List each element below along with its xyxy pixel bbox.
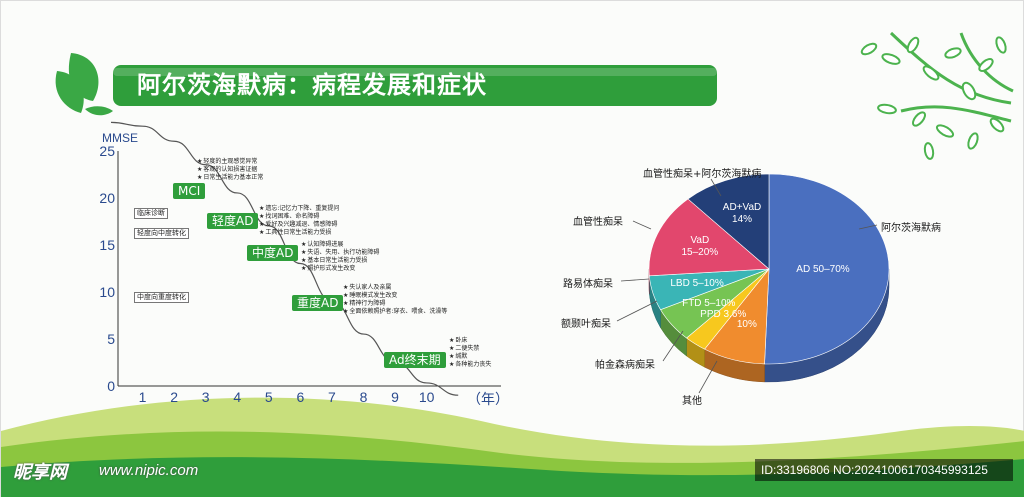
note-item: 精神行为障碍 [343, 300, 447, 308]
pie-label-other: 其他 [682, 396, 702, 407]
side-label-clinical-diagnosis: 临床诊断 [134, 208, 168, 219]
pie-slice-value-label: LBD 5–10% [670, 277, 724, 289]
x-tick-label: 3 [201, 389, 210, 405]
y-tick-label: 25 [99, 142, 115, 159]
pie-label-ad-vad: 血管性痴呆+阿尔茨海默病 [643, 169, 762, 180]
note-item: 客观的认知损害证据 [197, 166, 263, 174]
x-tick-label: 2 [170, 389, 179, 405]
note-item: 卧床 [449, 337, 491, 345]
note-item: 轻度的主观感觉异常 [197, 158, 263, 166]
y-tick-label: 5 [107, 330, 115, 347]
x-tick-label: 6 [296, 389, 305, 405]
pie-label-ad: 阿尔茨海默病 [881, 223, 941, 234]
side-label-moderate-to-severe: 中度向重度转化 [134, 292, 189, 303]
note-item: 日常生活能力基本正常 [197, 174, 263, 182]
pie-label-ftd: 额颞叶痴呆 [561, 319, 611, 330]
watermark-id: ID:33196806 NO:20241006170345993125 [755, 459, 1013, 481]
note-item: 工具性日常生活能力受损 [259, 229, 339, 237]
pie-slice-value-label: 10% [736, 319, 757, 331]
y-tick-label: 20 [99, 189, 115, 206]
stage-notes-mild-ad: 遗忘:记忆力下降、重复提问 找词困难、命名障碍 爱好及兴趣减退、情感障碍 工具性… [259, 205, 339, 237]
note-item: 爱好及兴趣减退、情感障碍 [259, 221, 339, 229]
stage-label-mci: MCI [173, 183, 206, 199]
note-item: 二便失禁 [449, 345, 491, 353]
note-item: 遗忘:记忆力下降、重复提问 [259, 205, 339, 213]
pie-slice [648, 198, 770, 277]
watermark-url: www.nipic.com [99, 462, 199, 479]
x-tick-label: 5 [264, 389, 273, 405]
x-axis-unit-label: （年） [467, 391, 509, 407]
note-item: 找词困难、命名障碍 [259, 213, 339, 221]
note-item: 缄默 [449, 353, 491, 361]
stage-notes-severe-ad: 失认家人及亲属 睡眠模式发生改变 精神行为障碍 全面依赖照护者:穿衣、喂食、洗澡… [343, 284, 447, 316]
note-item: 基本日常生活能力受损 [301, 257, 379, 265]
x-tick-label: 1 [138, 389, 147, 405]
note-item: 失认家人及亲属 [343, 284, 447, 292]
pie-slice-value-label: AD+VaD 14% [722, 202, 762, 226]
stage-notes-end-stage: 卧床 二便失禁 缄默 各种能力丧失 [449, 337, 491, 369]
note-item: 睡眠模式发生改变 [343, 292, 447, 300]
stage-notes-mci: 轻度的主观感觉异常 客观的认知损害证据 日常生活能力基本正常 [197, 158, 263, 182]
pie-slice-value-label: AD 50–70% [796, 263, 850, 275]
pie-label-lbd: 路易体痴呆 [563, 279, 613, 290]
x-tick-label: 9 [391, 389, 399, 405]
pie-slice-value-label: VaD 15–20% [681, 235, 719, 259]
x-tick-label: 4 [233, 389, 242, 405]
y-tick-label: 10 [99, 283, 115, 300]
side-label-mild-to-moderate: 轻度向中度转化 [134, 228, 189, 239]
y-tick-label: 15 [99, 236, 115, 253]
note-item: 全面依赖照护者:穿衣、喂食、洗澡等 [343, 308, 447, 316]
wave-dark [1, 457, 1024, 497]
stage-label-severe-ad: 重度AD [292, 295, 344, 311]
note-item: 照护形式发生改变 [301, 265, 379, 273]
note-item: 各种能力丧失 [449, 361, 491, 369]
pie-slice-value-label: PPD 3.6% [700, 309, 747, 321]
pie-label-ppd: 帕金森病痴呆 [595, 360, 655, 371]
stage-label-moderate-ad: 中度AD [247, 245, 299, 261]
page-title: 阿尔茨海默病：病程发展和症状 [113, 65, 717, 106]
pie-slice-value-label: FTD 5–10% [682, 297, 736, 309]
note-item: 认知障碍进展 [301, 241, 379, 249]
tree-leaves-icon [860, 36, 1007, 160]
stage-label-mild-ad: 轻度AD [207, 213, 259, 229]
x-tick-label: 8 [359, 389, 368, 405]
pie-slice [764, 173, 890, 365]
pie-label-vad: 血管性痴呆 [573, 217, 623, 228]
x-tick-label: 10 [418, 389, 435, 405]
pie-slice [687, 173, 770, 270]
y-tick-label: 0 [107, 377, 115, 394]
x-tick-label: 7 [328, 389, 336, 405]
note-item: 失语、失用、执行功能障碍 [301, 249, 379, 257]
stage-label-end-stage: Ad终末期 [384, 352, 446, 368]
stage-notes-moderate-ad: 认知障碍进展 失语、失用、执行功能障碍 基本日常生活能力受损 照护形式发生改变 [301, 241, 379, 273]
leaf-logo-icon [55, 53, 113, 116]
watermark-site-name: 昵享网 [13, 462, 67, 483]
